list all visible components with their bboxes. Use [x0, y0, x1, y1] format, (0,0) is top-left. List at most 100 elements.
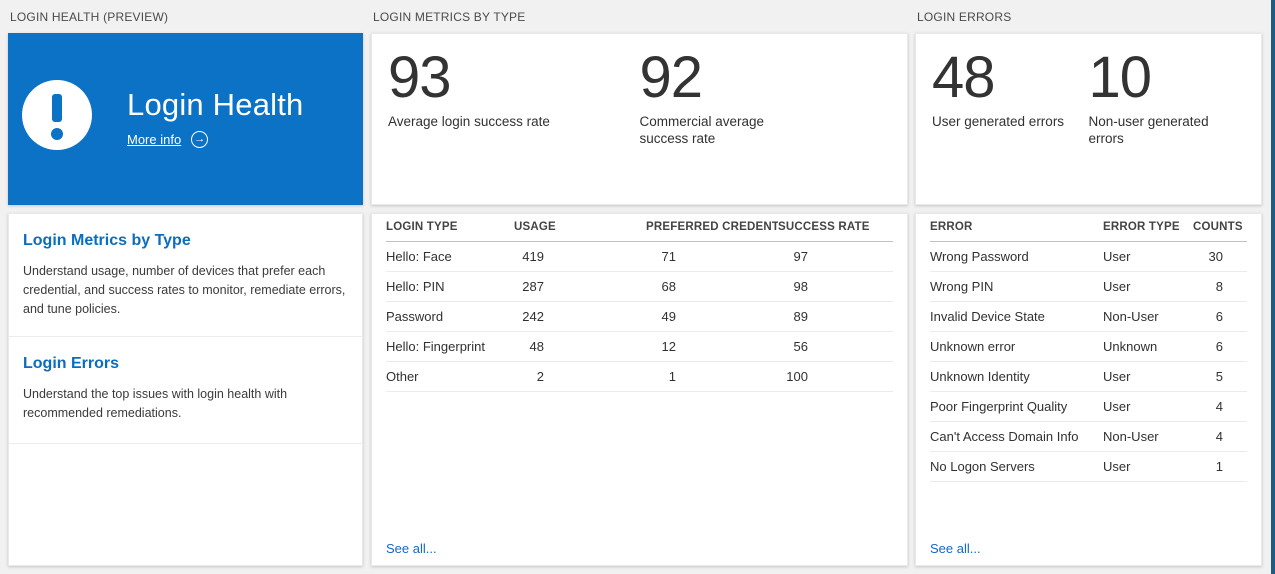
table-header-row: LOGIN TYPE USAGE PREFERRED CREDENTIAL SU… — [386, 214, 893, 242]
table-cell: 98 — [778, 271, 893, 302]
table-cell: 2 — [514, 361, 646, 392]
column-header-success-rate: SUCCESS RATE — [778, 214, 893, 242]
more-info-link[interactable]: More info — [127, 131, 182, 147]
kpi-non-user-generated-errors: 10 Non-user generated errors — [1088, 45, 1246, 190]
table-cell: Hello: Fingerprint — [386, 331, 514, 362]
section-header-login-metrics: LOGIN METRICS BY TYPE — [373, 10, 526, 24]
table-cell: 287 — [514, 271, 646, 302]
divider — [9, 443, 362, 444]
kpi-label: Commercial average success rate — [639, 113, 765, 146]
table-row[interactable]: No Logon Servers User 1 — [930, 451, 1247, 482]
table-header-row: ERROR ERROR TYPE COUNTS — [930, 214, 1247, 242]
kpi-value: 92 — [639, 45, 704, 110]
alert-exclamation-icon — [22, 80, 92, 150]
table-cell: 100 — [778, 361, 893, 392]
tile-title: Login Health — [127, 86, 304, 122]
section-login-metrics: LOGIN METRICS BY TYPE 93 Average login s… — [371, 0, 908, 566]
login-errors-table: ERROR ERROR TYPE COUNTS Wrong Password Us… — [930, 214, 1247, 482]
table-cell: User — [1103, 241, 1193, 272]
table-cell: 48 — [514, 331, 646, 362]
kpi-average-login-success-rate: 93 Average login success rate — [388, 45, 640, 190]
kpi-label: User generated errors — [932, 113, 1065, 129]
kpi-label: Average login success rate — [388, 113, 550, 129]
list-item-description: Understand the top issues with login hea… — [23, 387, 288, 420]
table-cell: 1 — [1193, 451, 1247, 482]
table-row[interactable]: Hello: Face 419 71 97 — [386, 241, 893, 272]
login-metrics-kpi-card: 93 Average login success rate 92 Commerc… — [371, 33, 908, 205]
empty-space — [9, 444, 362, 565]
table-cell: 56 — [778, 331, 893, 362]
table-row[interactable]: Invalid Device State Non-User 6 — [930, 301, 1247, 332]
kpi-value: 10 — [1088, 45, 1153, 110]
kpi-label: Non-user generated errors — [1088, 113, 1209, 146]
table-cell: 242 — [514, 301, 646, 332]
table-cell: 4 — [1193, 421, 1247, 452]
see-all-link[interactable]: See all... — [930, 541, 981, 556]
table-row[interactable]: Password 242 49 89 — [386, 301, 893, 332]
table-cell: 71 — [646, 241, 778, 272]
table-cell: 419 — [514, 241, 646, 272]
table-cell: 30 — [1193, 241, 1247, 272]
table-cell: User — [1103, 391, 1193, 422]
table-cell: Password — [386, 301, 514, 332]
table-row[interactable]: Hello: Fingerprint 48 12 56 — [386, 331, 893, 362]
column-header-login-type: LOGIN TYPE — [386, 214, 514, 242]
table-row[interactable]: Wrong PIN User 8 — [930, 271, 1247, 302]
table-cell: Wrong Password — [930, 241, 1103, 272]
list-item-title: Login Errors — [23, 355, 120, 372]
list-item-login-metrics-by-type[interactable]: Login Metrics by Type Understand usage, … — [9, 214, 362, 336]
table-cell: Non-User — [1103, 301, 1193, 332]
section-login-health: LOGIN HEALTH (PREVIEW) Login Health More… — [8, 0, 363, 566]
login-metrics-table: LOGIN TYPE USAGE PREFERRED CREDENTIAL SU… — [386, 214, 893, 392]
table-cell: Invalid Device State — [930, 301, 1103, 332]
table-cell: 12 — [646, 331, 778, 362]
table-cell: Unknown Identity — [930, 361, 1103, 392]
table-row[interactable]: Unknown error Unknown 6 — [930, 331, 1247, 362]
column-header-preferred-credential: PREFERRED CREDENTIAL — [646, 214, 778, 242]
table-cell: 8 — [1193, 271, 1247, 302]
column-header-counts: COUNTS — [1193, 214, 1247, 242]
login-metrics-table-card: LOGIN TYPE USAGE PREFERRED CREDENTIAL SU… — [371, 213, 908, 566]
table-cell: 97 — [778, 241, 893, 272]
table-cell: Unknown error — [930, 331, 1103, 362]
table-cell: User — [1103, 271, 1193, 302]
arrow-glyph: → — [194, 132, 206, 145]
arrow-right-icon[interactable]: → — [191, 130, 209, 148]
table-row[interactable]: Other 2 1 100 — [386, 361, 893, 392]
kpi-value: 48 — [932, 45, 996, 110]
list-item-login-errors[interactable]: Login Errors Understand the top issues w… — [9, 337, 362, 443]
see-all-link[interactable]: See all... — [386, 541, 437, 556]
column-header-error: ERROR — [930, 214, 1103, 242]
table-row[interactable]: Hello: PIN 287 68 98 — [386, 271, 893, 302]
table-cell: User — [1103, 451, 1193, 482]
table-cell: Other — [386, 361, 514, 392]
next-blade-edge[interactable] — [1271, 0, 1275, 574]
table-row[interactable]: Unknown Identity User 5 — [930, 361, 1247, 392]
table-row[interactable]: Poor Fingerprint Quality User 4 — [930, 391, 1247, 422]
section-header-login-errors: LOGIN ERRORS — [917, 10, 1012, 24]
tile-text: Login Health More info → — [127, 87, 303, 148]
table-row[interactable]: Wrong Password User 30 — [930, 241, 1247, 272]
table-cell: 1 — [646, 361, 778, 392]
table-cell: Hello: PIN — [386, 271, 514, 302]
login-health-tile[interactable]: Login Health More info → — [8, 33, 363, 205]
section-login-errors: LOGIN ERRORS 48 User generated errors 10… — [915, 0, 1262, 566]
login-errors-kpi-card: 48 User generated errors 10 Non-user gen… — [915, 33, 1262, 205]
kpi-value: 93 — [388, 45, 452, 110]
table-cell: 5 — [1193, 361, 1247, 392]
table-cell: 4 — [1193, 391, 1247, 422]
table-cell: Non-User — [1103, 421, 1193, 452]
table-cell: 89 — [778, 301, 893, 332]
column-header-usage: USAGE — [514, 214, 646, 242]
table-cell: Unknown — [1103, 331, 1193, 362]
table-cell: No Logon Servers — [930, 451, 1103, 482]
divider — [9, 336, 362, 337]
list-item-title: Login Metrics by Type — [23, 232, 191, 249]
section-header-login-health: LOGIN HEALTH (PREVIEW) — [10, 10, 169, 24]
kpi-user-generated-errors: 48 User generated errors — [932, 45, 1089, 190]
table-cell: 68 — [646, 271, 778, 302]
login-errors-table-card: ERROR ERROR TYPE COUNTS Wrong Password Us… — [915, 213, 1262, 566]
table-row[interactable]: Can't Access Domain Info Non-User 4 — [930, 421, 1247, 452]
more-info-row: More info → — [127, 130, 303, 148]
